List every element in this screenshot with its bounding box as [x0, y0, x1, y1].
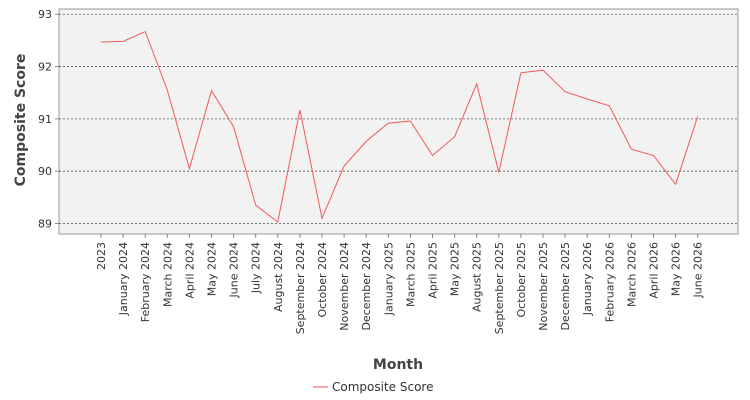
x-tick-label: June 2024 [228, 242, 241, 298]
x-tick-label: December 2025 [559, 242, 572, 331]
x-tick-label: 2023 [95, 242, 108, 270]
x-tick-label: November 2025 [537, 242, 550, 331]
plot-area [58, 8, 739, 235]
x-tick-label: March 2025 [404, 242, 417, 307]
x-tick-label: September 2025 [493, 242, 506, 334]
x-tick-label: January 2025 [382, 242, 395, 316]
series-layer [100, 30, 699, 223]
x-tick-label: May 2025 [449, 242, 462, 296]
x-axis-ticks: 2023 January 2024 February 2024 March 2024 A… [95, 234, 705, 334]
x-tick-label: June 2026 [692, 242, 705, 298]
grid-lines [59, 13, 738, 224]
x-tick-label: October 2024 [316, 242, 329, 318]
x-tick-label: December 2024 [360, 242, 373, 331]
legend-label-composite-score: Composite Score [332, 380, 433, 394]
x-tick-label: April 2026 [648, 242, 661, 299]
x-tick-label: October 2025 [515, 242, 528, 318]
x-tick-label: February 2026 [603, 242, 616, 322]
x-tick-label: March 2024 [161, 242, 174, 307]
x-tick-label: February 2024 [139, 242, 152, 322]
x-tick-label: May 2026 [670, 242, 683, 296]
x-tick-label: August 2024 [272, 242, 285, 312]
x-axis-title: Month [373, 357, 423, 373]
x-tick-label: March 2026 [625, 242, 638, 307]
x-tick-label: January 2024 [117, 242, 130, 316]
x-tick-label: April 2024 [183, 242, 196, 299]
y-axis-ticks: 89 90 91 92 93 [38, 8, 59, 231]
x-tick-label: September 2024 [294, 242, 307, 334]
y-tick-label: 90 [38, 165, 52, 178]
y-tick-label: 92 [38, 61, 52, 74]
x-tick-label: May 2024 [206, 242, 219, 296]
series-line-composite-score [100, 30, 699, 223]
x-tick-label: July 2024 [250, 242, 263, 294]
y-axis-title: Composite Score [13, 54, 29, 187]
x-tick-label: November 2024 [338, 242, 351, 331]
x-tick-label: April 2025 [427, 242, 440, 299]
x-tick-label: January 2026 [581, 242, 594, 316]
y-tick-label: 93 [38, 8, 52, 21]
y-tick-label: 89 [38, 218, 52, 231]
y-tick-label: 91 [38, 113, 52, 126]
x-tick-label: August 2025 [471, 242, 484, 312]
legend: Composite Score [313, 380, 433, 394]
